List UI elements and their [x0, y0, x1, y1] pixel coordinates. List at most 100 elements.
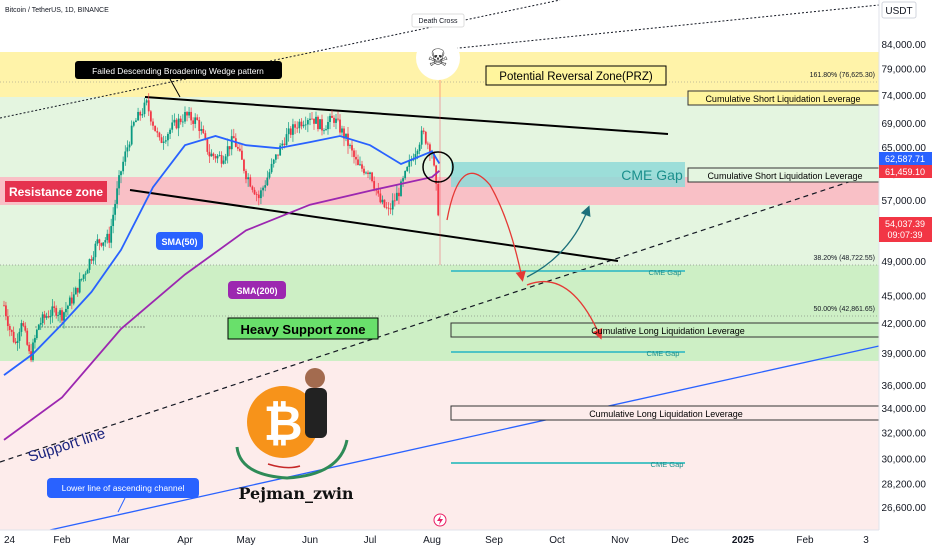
- candle-body: [243, 159, 245, 171]
- candle-body: [130, 125, 133, 145]
- skull-icon: ☠: [427, 44, 449, 72]
- candle-body: [132, 122, 135, 126]
- candle-body: [245, 170, 247, 180]
- candle-body: [200, 129, 203, 131]
- candle-body: [194, 117, 197, 124]
- sma50-label: SMA(50): [156, 232, 203, 250]
- price-tick-label: 26,600.00: [882, 503, 927, 514]
- price-tick-label: 36,000.00: [882, 381, 927, 392]
- dotted-trendline-2: [419, 4, 880, 53]
- sma50-label-text: SMA(50): [161, 237, 197, 247]
- candle-body: [90, 259, 93, 261]
- candle-body: [80, 278, 83, 280]
- wedge-upper-line: [144, 96, 669, 135]
- dotted-trendline-1: [0, 0, 561, 119]
- candle-body: [315, 116, 317, 124]
- sma200-price-badge: 61,459.10: [885, 167, 925, 177]
- candle-body: [281, 143, 284, 146]
- candle-body: [98, 239, 101, 244]
- candle-body: [208, 151, 211, 157]
- usdt-button[interactable]: USDT: [881, 1, 917, 19]
- sma200-label-text: SMA(200): [236, 286, 277, 296]
- candle-body: [251, 186, 254, 190]
- candle-body: [389, 208, 392, 210]
- candle-body: [331, 115, 333, 118]
- candle-body: [70, 297, 73, 304]
- price-tick-label: 30,000.00: [882, 455, 927, 466]
- candle-body: [35, 329, 38, 339]
- candle-body: [26, 330, 29, 345]
- candle-body: [309, 118, 311, 121]
- candle-body: [395, 192, 398, 201]
- candle-body: [300, 121, 303, 127]
- candles-group: [3, 93, 440, 363]
- price-tick-label: 84,000.00: [882, 40, 927, 51]
- price-tick-label: 39,000.00: [882, 349, 927, 360]
- candle-body: [393, 200, 396, 202]
- candle-body: [249, 177, 252, 187]
- price-badge-sma50: 62,587.71: [879, 152, 932, 165]
- candle-body: [268, 172, 271, 178]
- candle-body: [57, 314, 60, 316]
- candle-body: [126, 147, 129, 152]
- candle-body: [196, 117, 199, 120]
- candle-body: [106, 233, 109, 241]
- candle-body: [100, 243, 103, 246]
- candle-body: [82, 274, 85, 279]
- candle-body: [28, 344, 31, 352]
- candle-body: [184, 112, 186, 122]
- candle-body: [45, 316, 48, 318]
- death-cross-label: Death Cross: [411, 13, 465, 28]
- candle-body: [349, 145, 351, 146]
- price-tick-label: 74,000.00: [882, 91, 927, 102]
- candle-body: [359, 164, 361, 166]
- cme-gap-box: [451, 162, 685, 187]
- time-tick-label: 2025: [732, 535, 755, 546]
- candle-body: [391, 200, 394, 210]
- candle-body: [108, 233, 111, 243]
- candle-body: [347, 133, 349, 146]
- candle-body: [14, 341, 17, 344]
- time-tick-label: Dec: [671, 535, 689, 546]
- time-tick-label: Oct: [549, 535, 565, 546]
- time-tick-label: Feb: [796, 535, 814, 546]
- candle-body: [53, 306, 56, 309]
- candle-body: [361, 164, 363, 169]
- time-tick-label: Mar: [112, 535, 130, 546]
- candle-body: [222, 160, 225, 164]
- candle-body: [160, 137, 163, 143]
- lightning-icon[interactable]: [433, 513, 447, 527]
- candle-body: [88, 259, 91, 270]
- symbol-header[interactable]: Bitcoin / TetherUS, 1D, BINANCE: [5, 7, 109, 14]
- time-tick-label: Nov: [611, 535, 629, 546]
- price-tick-label: 79,000.00: [882, 65, 927, 76]
- candle-body: [255, 194, 258, 196]
- candle-body: [190, 111, 192, 121]
- avatar-figure: [305, 388, 327, 438]
- candle-body: [198, 119, 201, 131]
- candle-body: [357, 159, 359, 166]
- channel-label: Lower line of ascending channel: [47, 478, 199, 513]
- candle-body: [55, 308, 58, 316]
- candle-body: [164, 140, 167, 142]
- candle-body: [12, 331, 15, 342]
- watermark-logo: ₿ Pejman_zwin: [235, 368, 354, 503]
- candle-body: [212, 153, 215, 156]
- candle-body: [406, 166, 409, 171]
- candle-body: [247, 177, 250, 180]
- candle-body: [228, 146, 231, 150]
- candle-body: [141, 114, 144, 116]
- time-axis[interactable]: 24 Feb Mar Apr May Jun Jul Aug Sep Oct Nov Dec 2025 F…: [0, 529, 932, 550]
- candle-body: [124, 151, 127, 162]
- candle-body: [177, 118, 180, 129]
- candle-body: [179, 118, 182, 123]
- candle-body: [22, 323, 25, 326]
- price-axis[interactable]: 84,000.00 79,000.00 74,000.00 69,000.00 65,0…: [878, 0, 932, 550]
- candle-body: [169, 129, 171, 134]
- candle-body: [333, 117, 335, 123]
- candle-body: [135, 120, 137, 123]
- death-cross-text: Death Cross: [419, 18, 458, 25]
- death-cross-circle: [422, 151, 454, 183]
